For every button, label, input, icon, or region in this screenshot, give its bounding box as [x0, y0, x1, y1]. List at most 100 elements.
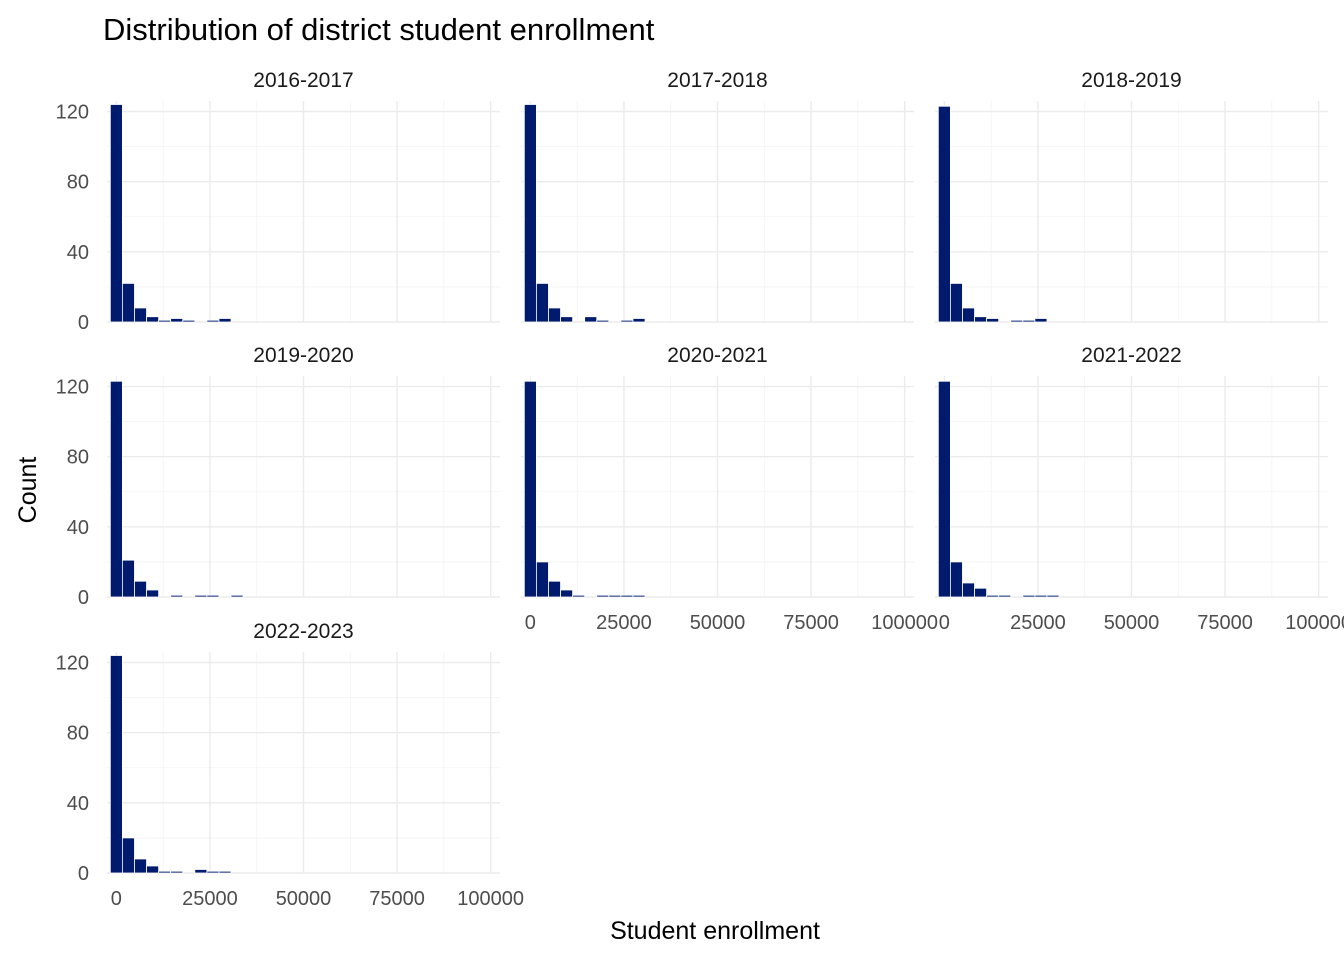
x-tick-label: 75000 [1197, 612, 1253, 634]
y-tick-label: 80 [67, 447, 89, 469]
y-tick-label: 40 [67, 793, 89, 815]
histogram-bar [1010, 319, 1024, 323]
facet-strip-label: 2019-2020 [253, 344, 353, 367]
facet-panel-2019-2020: 2019-2020 0 40 80 120 [56, 344, 500, 609]
x-axis-title: Student enrollment [610, 917, 820, 945]
y-tick-label: 120 [56, 102, 89, 124]
x-tick-label: 50000 [690, 612, 746, 634]
histogram-bar [608, 594, 622, 598]
histogram-bar [632, 318, 646, 323]
histogram-bar [1022, 594, 1036, 598]
x-tick-label: 25000 [182, 888, 238, 910]
histogram-bar [182, 319, 196, 323]
histogram-bar [937, 105, 951, 323]
histogram-bar [230, 594, 244, 598]
histogram-bar [1046, 594, 1060, 598]
facet-panel-2016-2017: 2016-2017 0 40 80 120 [56, 69, 500, 334]
histogram-bar [949, 283, 963, 323]
histogram-bar [206, 870, 220, 874]
histogram-bar [535, 283, 549, 323]
x-tick-label: 75000 [369, 888, 425, 910]
histogram-bar [146, 865, 160, 874]
y-tick-label: 120 [56, 377, 89, 399]
histogram-bar [194, 869, 208, 874]
x-tick-label: 100000 [871, 612, 938, 634]
x-tick-label: 50000 [1104, 612, 1160, 634]
histogram-bar [962, 307, 975, 323]
facet-panel-2018-2019: 2018-2019 [935, 69, 1328, 323]
facet-panel-2020-2021: 2020-2021 0 25000 50000 75000 100000 [521, 344, 938, 634]
chart-title: Distribution of district student enrollm… [103, 12, 655, 47]
histogram-bar [523, 380, 537, 598]
histogram-bar [170, 594, 184, 598]
histogram-bar [620, 319, 634, 323]
histogram-bar [986, 318, 1000, 323]
y-tick-label: 120 [56, 653, 89, 675]
histogram-bar [962, 582, 975, 598]
histogram-bar [134, 307, 147, 323]
facet-panels: 2016-2017 0 40 80 120 2017-2018 2018-2019 2019-… [56, 69, 1344, 910]
histogram-bar [121, 559, 135, 598]
facet-strip-label: 2022-2023 [253, 620, 353, 643]
histogram-bar [1034, 594, 1048, 598]
histogram-bar [146, 589, 160, 598]
x-tick-label: 25000 [596, 612, 652, 634]
histogram-bar [949, 561, 963, 598]
x-tick-label: 100000 [457, 888, 524, 910]
x-tick-label: 100000 [1285, 612, 1344, 634]
facet-panel-2017-2018: 2017-2018 [521, 69, 914, 323]
x-tick-label: 75000 [783, 612, 839, 634]
facet-strip-label: 2020-2021 [667, 344, 767, 367]
histogram-bar [109, 655, 123, 874]
y-tick-label: 0 [78, 312, 89, 334]
y-tick-label: 40 [67, 517, 89, 539]
histogram-bar [158, 870, 172, 874]
histogram-bar [194, 594, 208, 598]
histogram-bar [620, 594, 634, 598]
histogram-bar [548, 580, 561, 598]
facet-strip-label: 2016-2017 [253, 69, 353, 92]
histogram-bar [218, 870, 232, 874]
histogram-bar [560, 316, 574, 323]
histogram-bar [632, 594, 646, 598]
histogram-bar [206, 319, 220, 323]
y-tick-label: 0 [78, 863, 89, 885]
histogram-bar [584, 316, 598, 323]
histogram-bar [998, 594, 1012, 598]
histogram-bar [206, 594, 220, 598]
histogram-bar [572, 594, 586, 598]
facet-strip-label: 2021-2022 [1081, 344, 1181, 367]
histogram-bar [523, 104, 537, 323]
histogram-bar [596, 594, 610, 598]
histogram-bar [548, 307, 561, 323]
histogram-bar [109, 104, 123, 323]
histogram-bar [121, 283, 135, 323]
histogram-bar [535, 561, 549, 598]
histogram-bar [1022, 319, 1036, 323]
facet-strip-label: 2017-2018 [667, 69, 767, 92]
y-tick-label: 0 [78, 587, 89, 609]
facet-strip-label: 2018-2019 [1081, 69, 1181, 92]
y-axis-title: Count [14, 457, 42, 524]
histogram-bar [158, 319, 172, 323]
histogram-bar [121, 837, 135, 874]
histogram-bar [1034, 318, 1048, 323]
histogram-bar [218, 318, 232, 323]
facet-panel-2021-2022: 2021-2022 0 25000 50000 75000 100000 [935, 344, 1344, 634]
histogram-bar [170, 318, 184, 323]
histogram-bar [986, 594, 1000, 598]
y-tick-label: 80 [67, 172, 89, 194]
y-tick-label: 40 [67, 242, 89, 264]
histogram-bar [134, 580, 147, 598]
x-tick-label: 50000 [276, 888, 332, 910]
histogram-bar [109, 380, 123, 598]
histogram-bar [170, 870, 184, 874]
x-tick-label: 25000 [1010, 612, 1066, 634]
histogram-bar [937, 380, 951, 598]
y-tick-label: 80 [67, 723, 89, 745]
histogram-bar [146, 316, 160, 323]
facet-panel-2022-2023: 2022-2023 0 40 80 120 0 25000 50000 75000 100000 [56, 620, 524, 910]
histogram-bar [134, 858, 147, 874]
histogram-bar [974, 316, 988, 323]
